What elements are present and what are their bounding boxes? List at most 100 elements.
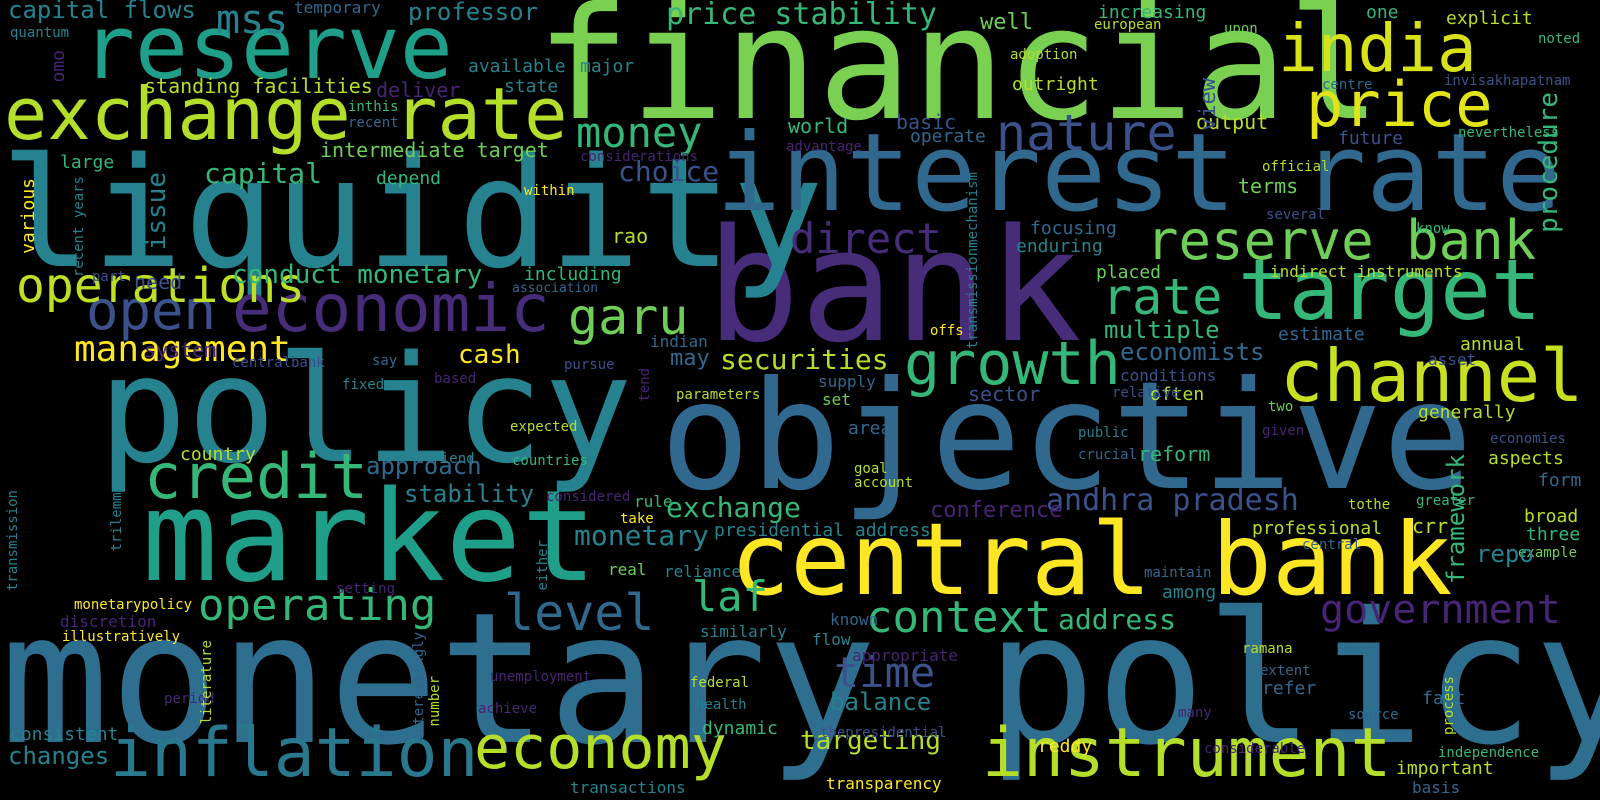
cloud-word: maintain bbox=[1144, 565, 1212, 581]
cloud-word: credit bbox=[144, 440, 368, 513]
cloud-word: interest rate bbox=[716, 111, 1562, 236]
cloud-word: channel bbox=[1280, 334, 1584, 418]
cloud-word: reliance bbox=[664, 562, 742, 581]
cloud-word: temporary bbox=[294, 0, 381, 17]
cloud-word: nature bbox=[996, 104, 1177, 162]
cloud-word: state bbox=[504, 76, 559, 97]
cloud-word: upon bbox=[1224, 21, 1258, 37]
cloud-word: securities bbox=[720, 343, 889, 376]
cloud-word: depend bbox=[376, 168, 442, 189]
cloud-word: official bbox=[1262, 159, 1330, 175]
cloud-word: target bbox=[1238, 241, 1542, 339]
cloud-word: dynamic bbox=[702, 718, 778, 739]
cloud-word: process bbox=[1441, 676, 1457, 736]
cloud-word: transmissionmechanism bbox=[965, 172, 981, 350]
cloud-word: set bbox=[822, 390, 851, 409]
cloud-word: various bbox=[18, 178, 39, 254]
cloud-word: inflation bbox=[110, 714, 479, 793]
cloud-word: discretion bbox=[60, 612, 157, 631]
cloud-word: independence bbox=[1438, 745, 1540, 761]
cloud-word: future bbox=[1338, 128, 1404, 149]
cloud-word: professional bbox=[1252, 518, 1383, 539]
cloud-word: framework bbox=[1442, 454, 1470, 585]
cloud-word: india bbox=[1278, 10, 1477, 87]
cloud-word: annual bbox=[1460, 334, 1526, 355]
cloud-word: growth bbox=[904, 329, 1121, 399]
cloud-word: three bbox=[1526, 524, 1581, 545]
cloud-word: market bbox=[142, 463, 598, 610]
cloud-word: real bbox=[608, 560, 647, 579]
cloud-word: approach bbox=[366, 452, 482, 480]
cloud-word: stability bbox=[404, 480, 535, 508]
cloud-word: procedure bbox=[1534, 92, 1564, 233]
cloud-word: rule bbox=[634, 492, 673, 511]
cloud-word: indirect instruments bbox=[1270, 262, 1463, 281]
cloud-word: deliver bbox=[376, 78, 461, 102]
cloud-word: based bbox=[434, 371, 477, 387]
cloud-word: changes bbox=[8, 742, 110, 770]
cloud-word: period bbox=[164, 691, 215, 707]
cloud-word: omo bbox=[48, 50, 69, 83]
cloud-word: multiple bbox=[1104, 316, 1220, 344]
cloud-word: inthis bbox=[348, 99, 399, 115]
cloud-word: example bbox=[1518, 545, 1578, 561]
cloud-word: european bbox=[1094, 17, 1162, 33]
cloud-word: account bbox=[854, 475, 914, 491]
cloud-word: extent bbox=[1260, 663, 1311, 679]
cloud-word: considerable bbox=[1204, 741, 1306, 757]
cloud-word: part bbox=[92, 269, 126, 285]
cloud-word: form bbox=[1538, 470, 1582, 491]
cloud-word: cash bbox=[458, 340, 521, 370]
cloud-word: often bbox=[1150, 384, 1205, 405]
cloud-word: targeting bbox=[800, 726, 941, 756]
cloud-word: laf bbox=[692, 572, 768, 621]
cloud-word: crucial bbox=[1078, 447, 1138, 463]
cloud-word: conference bbox=[930, 498, 1063, 523]
cloud-word: direct bbox=[790, 214, 942, 263]
cloud-word: economists bbox=[1120, 338, 1265, 366]
cloud-word: andhra pradesh bbox=[1046, 483, 1299, 518]
cloud-word: given bbox=[1262, 423, 1305, 439]
cloud-word: achieve bbox=[478, 701, 538, 717]
cloud-word: objective bbox=[660, 350, 1473, 524]
cloud-word: take bbox=[620, 511, 654, 527]
cloud-word: either bbox=[535, 540, 551, 591]
cloud-word: recent years bbox=[71, 176, 87, 278]
cloud-word: transactions bbox=[570, 778, 686, 797]
cloud-word: offs bbox=[930, 323, 964, 339]
cloud-word: price bbox=[1306, 68, 1493, 141]
cloud-word: health bbox=[696, 697, 747, 713]
cloud-word: advantage bbox=[786, 139, 862, 155]
cloud-word: noted bbox=[1538, 31, 1581, 47]
cloud-word: price stability bbox=[666, 0, 937, 32]
cloud-word: monetary policy bbox=[0, 573, 1600, 785]
cloud-word: management bbox=[74, 329, 291, 370]
cloud-word: policy bbox=[98, 324, 633, 496]
cloud-word: parameters bbox=[676, 387, 761, 403]
cloud-word: source bbox=[1348, 707, 1399, 723]
cloud-word: several bbox=[1266, 207, 1326, 223]
cloud-word: balance bbox=[830, 688, 932, 716]
cloud-word: well bbox=[980, 10, 1033, 35]
cloud-word: available bbox=[468, 56, 566, 77]
cloud-word: appropriate bbox=[852, 646, 958, 665]
cloud-word: illustratively bbox=[62, 629, 181, 645]
cloud-word: greater bbox=[1416, 493, 1476, 509]
cloud-word: unemployment bbox=[490, 669, 592, 685]
cloud-word: transmission bbox=[5, 490, 21, 592]
cloud-word: nevertheless bbox=[1458, 125, 1560, 141]
cloud-word: economy bbox=[474, 713, 727, 783]
cloud-word: monetary bbox=[574, 519, 709, 552]
cloud-word: say bbox=[372, 353, 398, 369]
cloud-word: financial bbox=[536, 0, 1382, 155]
cloud-word: operating bbox=[198, 580, 437, 631]
cloud-word: recent bbox=[348, 115, 399, 131]
cloud-word: capital flows bbox=[8, 0, 196, 24]
cloud-word: centralbank bbox=[232, 355, 325, 371]
cloud-word: terms bbox=[1238, 174, 1299, 198]
cloud-word: two bbox=[1268, 399, 1294, 415]
cloud-word: rate bbox=[1102, 268, 1223, 326]
cloud-word: consistent bbox=[10, 724, 119, 745]
cloud-word: indian bbox=[650, 332, 708, 351]
